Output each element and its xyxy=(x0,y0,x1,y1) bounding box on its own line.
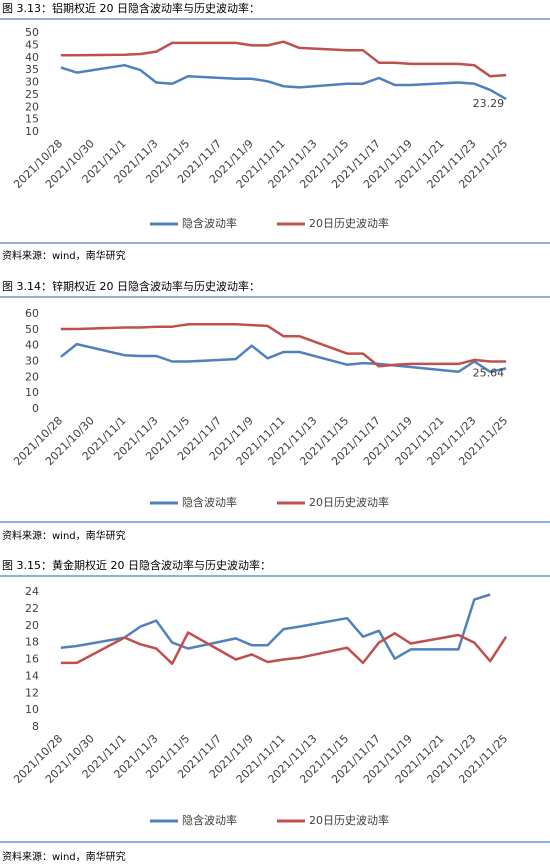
y-tick-label: 50 xyxy=(25,323,39,336)
y-tick-label: 10 xyxy=(25,386,39,399)
series-line xyxy=(60,40,507,78)
y-tick-label: 16 xyxy=(25,653,39,666)
y-tick-label: 10 xyxy=(25,125,39,138)
y-tick-label: 0 xyxy=(32,402,39,415)
series-line xyxy=(60,631,508,665)
y-tick-label: 20 xyxy=(25,100,39,113)
figure-caption: 图 3.13：铝期权近 20 日隐含波动率与历史波动率： xyxy=(2,1,260,15)
figure-caption: 图 3.14：锌期权近 20 日隐含波动率与历史波动率： xyxy=(2,279,260,293)
y-tick-label: 40 xyxy=(25,339,39,352)
y-tick-label: 24 xyxy=(25,585,39,598)
y-tick-label: 30 xyxy=(25,355,39,368)
y-tick-label: 20 xyxy=(25,370,39,383)
y-tick-label: 10 xyxy=(25,703,39,716)
source-note: 资料来源：wind，南华研究 xyxy=(2,249,126,262)
y-tick-label: 20 xyxy=(25,619,39,632)
legend-label: 隐含波动率 xyxy=(182,813,237,827)
y-tick-label: 45 xyxy=(25,38,39,51)
y-tick-label: 12 xyxy=(25,686,39,699)
source-note: 资料来源：wind，南华研究 xyxy=(2,529,126,542)
y-tick-label: 60 xyxy=(25,307,39,320)
legend-label: 隐含波动率 xyxy=(182,216,237,230)
figure-caption: 图 3.15：黄金期权近 20 日隐含波动率与历史波动率： xyxy=(2,558,271,572)
series-line xyxy=(60,323,507,368)
y-tick-label: 14 xyxy=(25,669,39,682)
y-tick-label: 25 xyxy=(25,88,39,101)
source-note: 资料来源：wind，南华研究 xyxy=(2,850,126,863)
data-label: 23.29 xyxy=(473,97,505,110)
y-tick-label: 22 xyxy=(25,602,39,615)
y-tick-label: 18 xyxy=(25,636,39,649)
y-tick-label: 8 xyxy=(32,720,39,733)
series-line xyxy=(60,342,507,374)
y-tick-label: 30 xyxy=(25,76,39,89)
y-tick-label: 15 xyxy=(25,113,39,126)
legend-label: 隐含波动率 xyxy=(182,495,237,509)
y-tick-label: 40 xyxy=(25,51,39,64)
series-line xyxy=(60,63,507,101)
legend-label: 20日历史波动率 xyxy=(309,813,389,827)
data-label: 25.64 xyxy=(473,366,505,379)
series-line xyxy=(60,593,491,660)
y-tick-label: 50 xyxy=(25,26,39,39)
legend-label: 20日历史波动率 xyxy=(309,495,389,509)
legend-label: 20日历史波动率 xyxy=(309,216,389,230)
y-tick-label: 35 xyxy=(25,63,39,76)
